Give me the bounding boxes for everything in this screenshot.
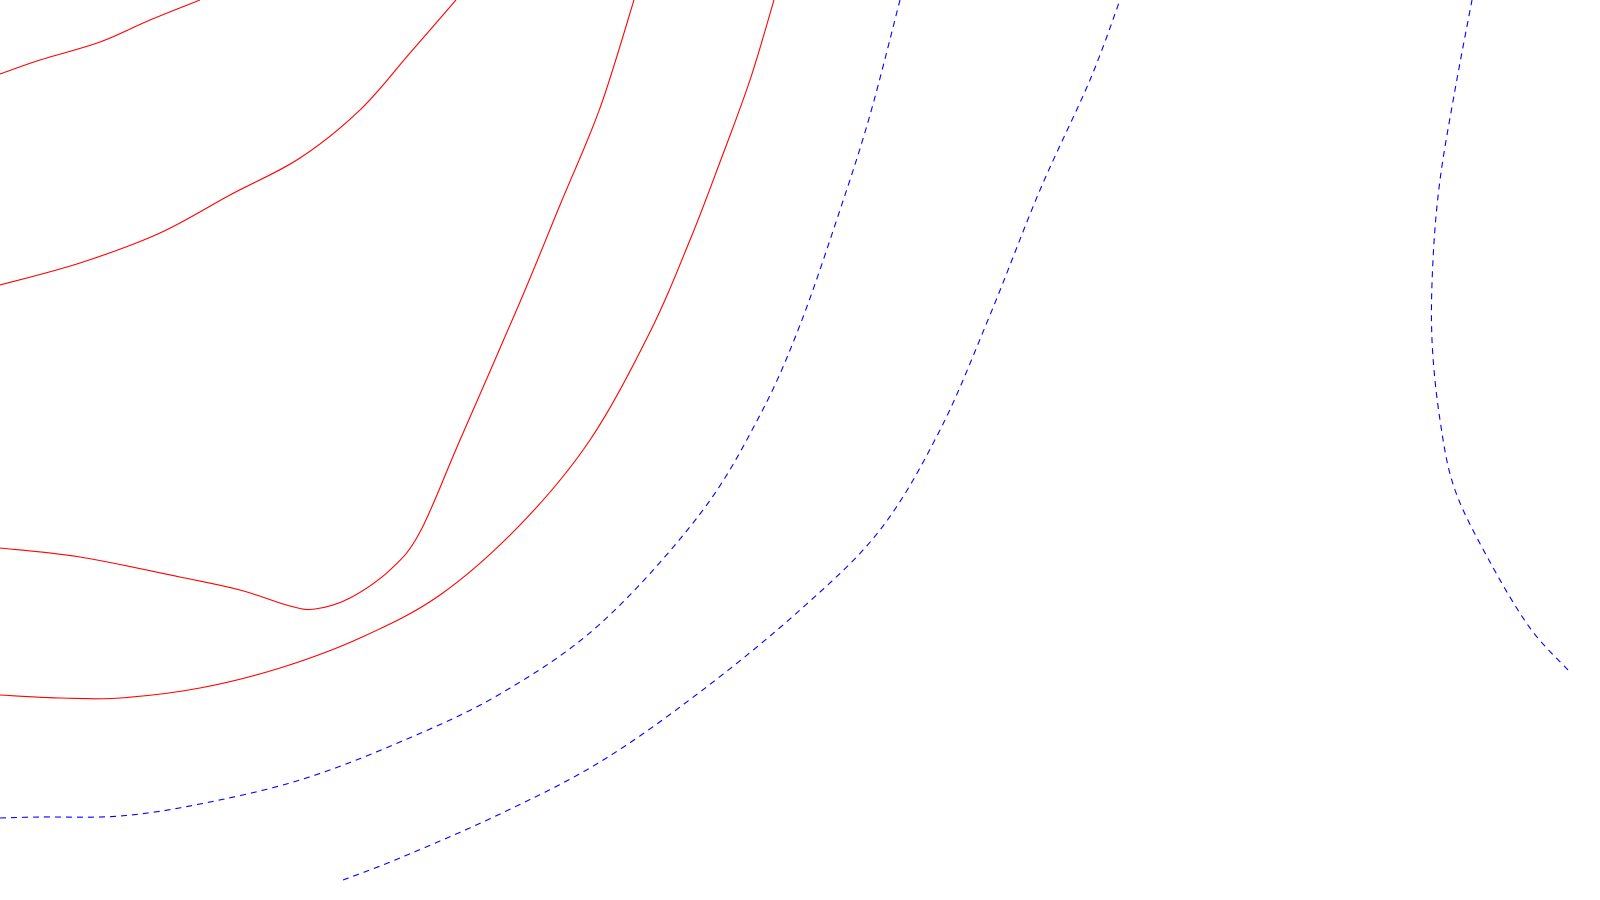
solid-contour-line-3 xyxy=(0,0,635,611)
solid-contour-line-4 xyxy=(0,0,775,700)
solid-contour-line-1 xyxy=(0,0,201,75)
dashed-contour-line-5 xyxy=(0,0,901,819)
contour-lines xyxy=(0,0,1569,881)
solid-contour-line-2 xyxy=(0,0,457,286)
dashed-contour-line-6 xyxy=(342,0,1121,881)
dashed-contour-line-7 xyxy=(1430,0,1569,671)
